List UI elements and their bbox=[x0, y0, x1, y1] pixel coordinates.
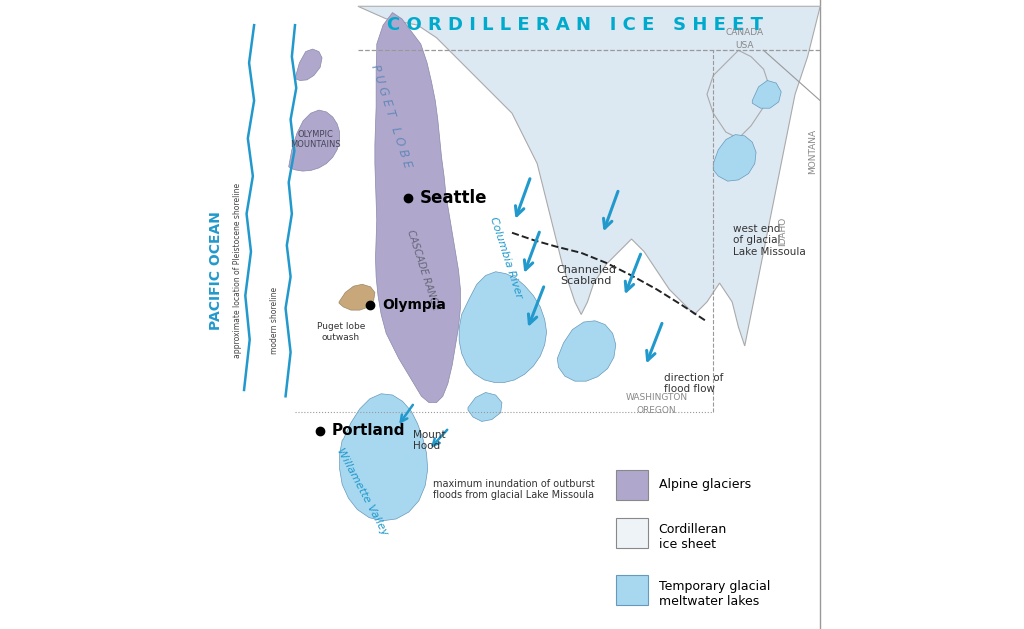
Text: Olympia: Olympia bbox=[382, 298, 445, 312]
Text: Willamette Valley: Willamette Valley bbox=[335, 447, 389, 537]
Polygon shape bbox=[295, 49, 322, 81]
Text: CANADA: CANADA bbox=[726, 28, 764, 37]
Text: Puget lobe
outwash: Puget lobe outwash bbox=[316, 323, 366, 342]
Text: Temporary glacial
meltwater lakes: Temporary glacial meltwater lakes bbox=[658, 581, 770, 608]
FancyBboxPatch shape bbox=[615, 470, 648, 500]
Polygon shape bbox=[557, 321, 615, 381]
Text: Mount
Hood: Mount Hood bbox=[413, 430, 445, 451]
Polygon shape bbox=[358, 6, 820, 346]
Text: P U G E T   L O B E: P U G E T L O B E bbox=[369, 63, 414, 170]
Text: Cordilleran
ice sheet: Cordilleran ice sheet bbox=[658, 523, 727, 551]
Text: IDAHO: IDAHO bbox=[778, 217, 787, 246]
Polygon shape bbox=[340, 394, 428, 521]
Text: PACIFIC OCEAN: PACIFIC OCEAN bbox=[209, 211, 223, 330]
FancyBboxPatch shape bbox=[615, 518, 648, 548]
Polygon shape bbox=[459, 272, 547, 382]
Polygon shape bbox=[707, 50, 770, 138]
Text: Channeled
Scabland: Channeled Scabland bbox=[556, 265, 616, 286]
FancyBboxPatch shape bbox=[615, 575, 648, 605]
Text: approximate location of Pleistocene shoreline: approximate location of Pleistocene shor… bbox=[232, 183, 242, 358]
Text: Alpine glaciers: Alpine glaciers bbox=[658, 479, 751, 491]
Text: MONTANA: MONTANA bbox=[808, 128, 817, 174]
Polygon shape bbox=[339, 284, 375, 310]
Text: Seattle: Seattle bbox=[420, 189, 487, 207]
Polygon shape bbox=[289, 110, 340, 171]
Text: Portland: Portland bbox=[332, 423, 404, 438]
Polygon shape bbox=[753, 81, 781, 108]
Polygon shape bbox=[375, 13, 461, 403]
Text: direction of
flood flow: direction of flood flow bbox=[665, 373, 724, 394]
Text: WASHINGTON: WASHINGTON bbox=[626, 393, 688, 402]
Polygon shape bbox=[468, 392, 502, 421]
Text: modern shoreline: modern shoreline bbox=[269, 287, 279, 354]
Text: maximum inundation of outburst
floods from glacial Lake Missoula: maximum inundation of outburst floods fr… bbox=[433, 479, 595, 500]
Text: OREGON: OREGON bbox=[637, 406, 677, 415]
Text: west end
of glacial
Lake Missoula: west end of glacial Lake Missoula bbox=[733, 224, 806, 257]
Polygon shape bbox=[714, 135, 756, 181]
Text: CASCADE RANGE: CASCADE RANGE bbox=[404, 229, 440, 312]
Text: USA: USA bbox=[735, 41, 754, 50]
Text: Columbia River: Columbia River bbox=[487, 216, 523, 300]
Text: OLYMPIC
MOUNTAINS: OLYMPIC MOUNTAINS bbox=[291, 130, 341, 149]
Text: C O R D I L L E R A N   I C E   S H E E T: C O R D I L L E R A N I C E S H E E T bbox=[387, 16, 763, 34]
